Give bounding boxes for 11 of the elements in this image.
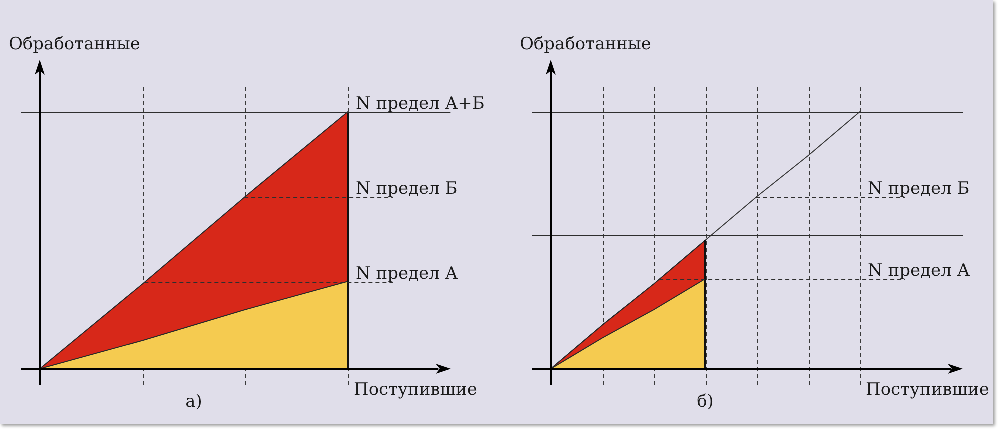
ref-line-label: N предел А+Б <box>356 94 485 114</box>
text: а) <box>186 392 202 412</box>
ref-line-label: N предел А <box>356 264 458 284</box>
ref-line-label: N предел Б <box>868 179 970 199</box>
ref-line-label: N предел А <box>868 261 970 281</box>
text: б) <box>697 392 714 412</box>
x-axis-title: Поступившие <box>354 380 478 400</box>
y-axis-title: Обработанные <box>520 34 652 54</box>
ref-line-label: N предел Б <box>356 179 458 199</box>
y-axis-title: Обработанные <box>9 34 140 54</box>
x-axis-title: Поступившие <box>866 380 990 400</box>
